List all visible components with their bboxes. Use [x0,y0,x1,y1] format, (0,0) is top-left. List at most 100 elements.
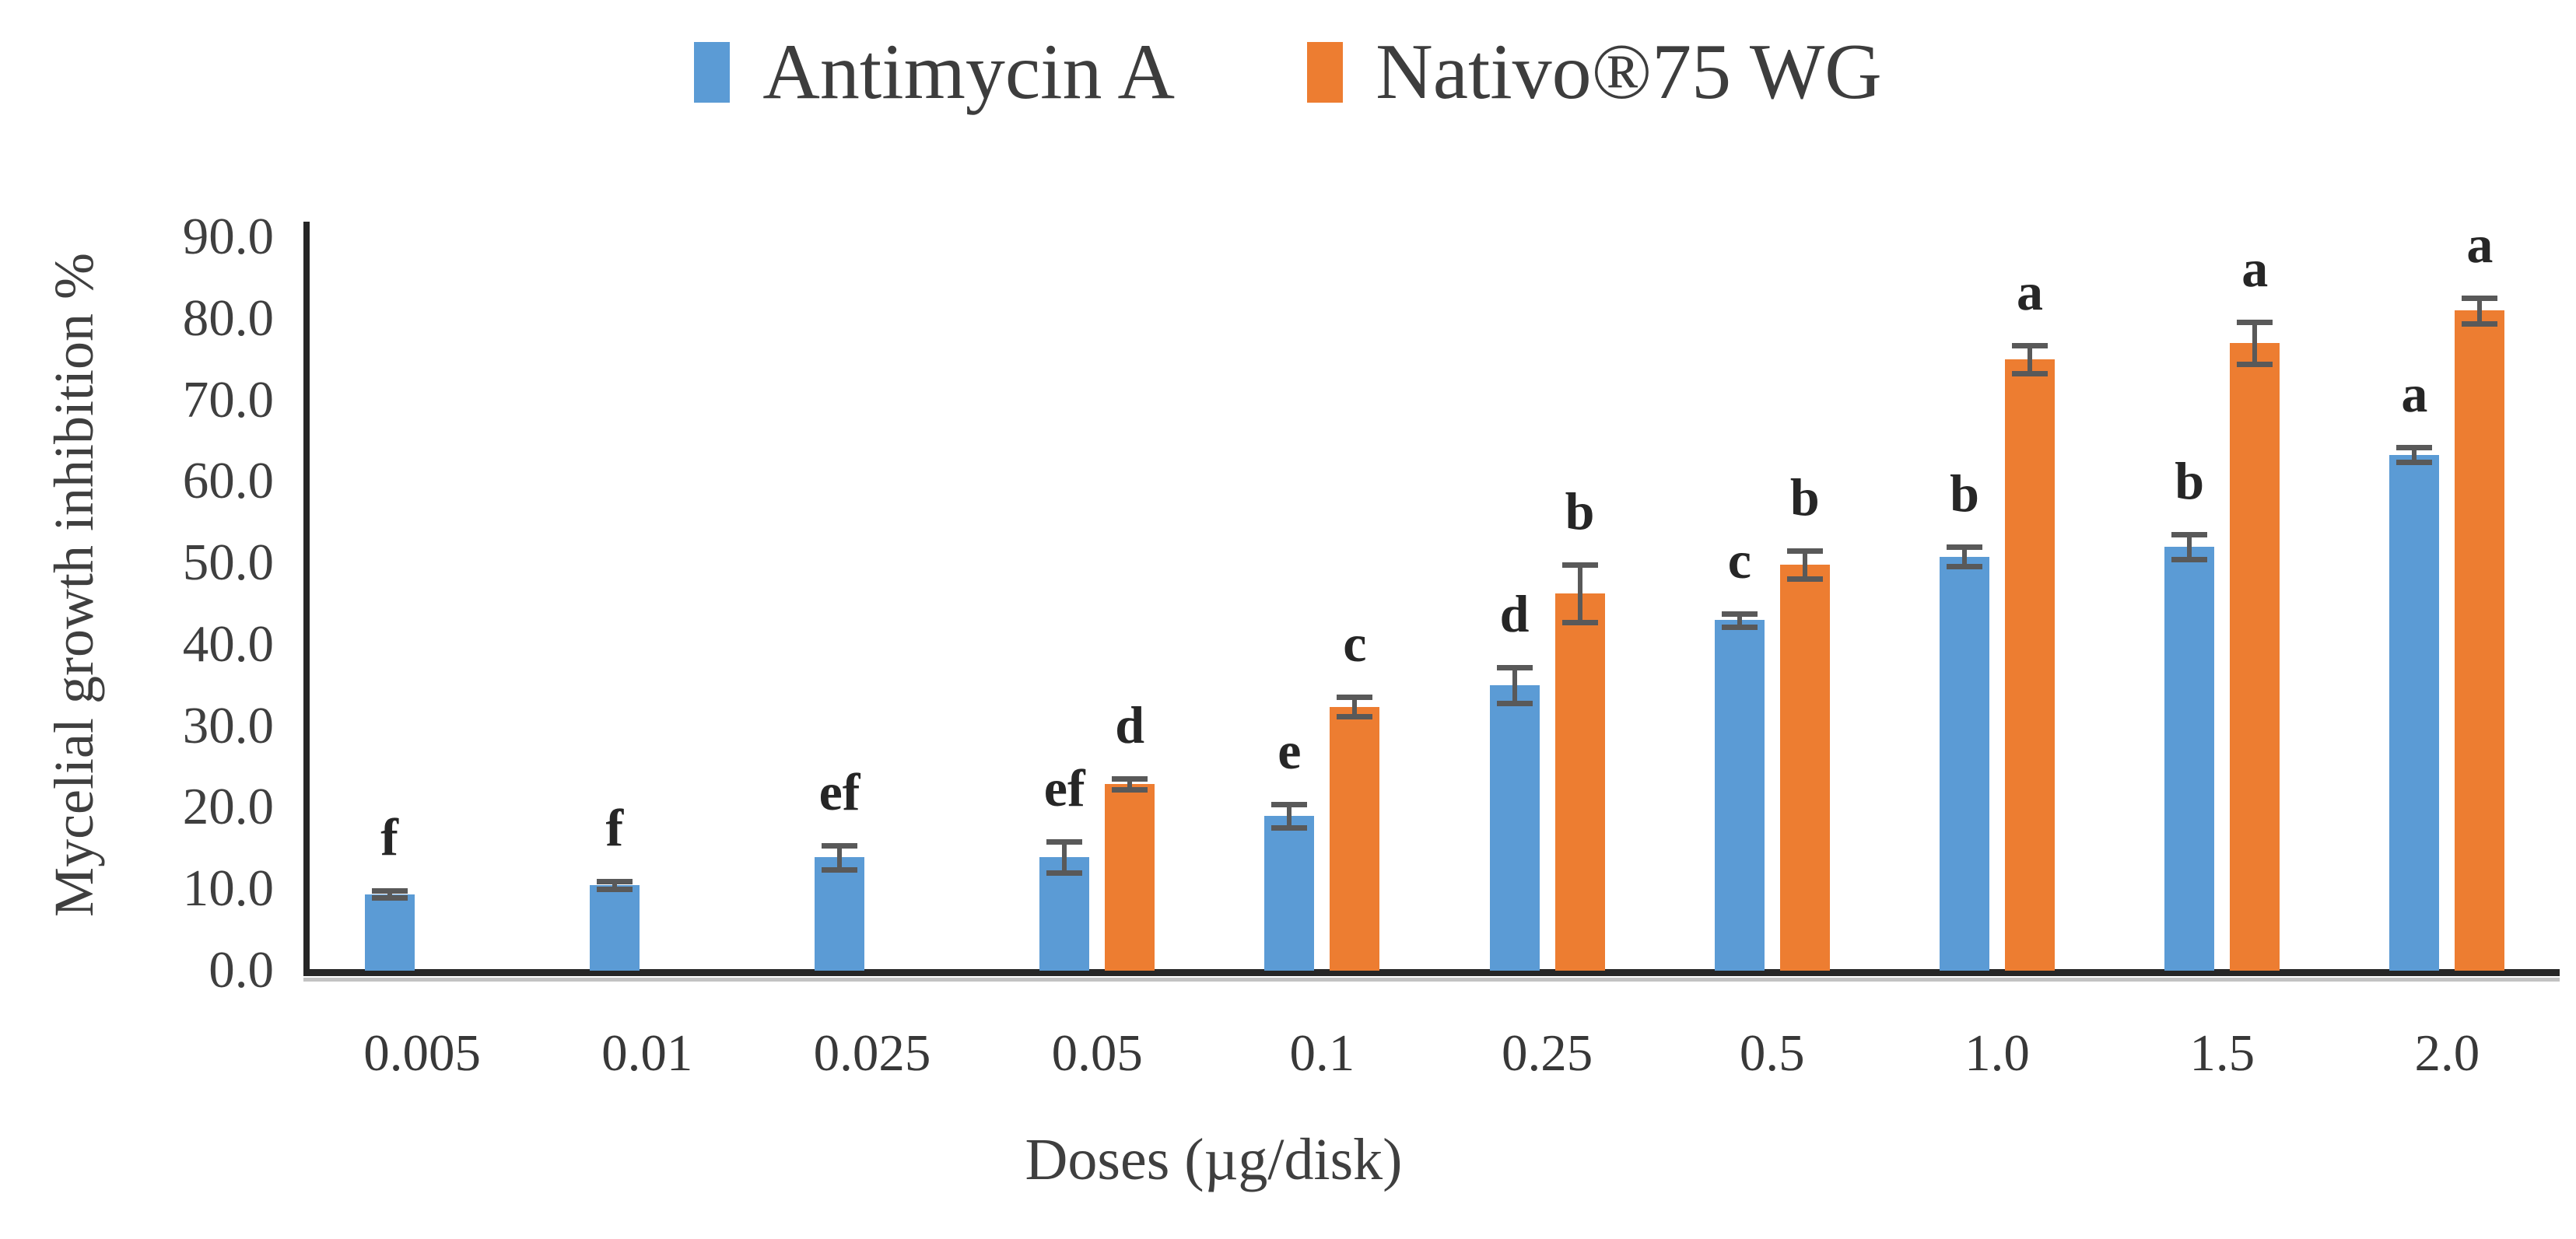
y-tick-label: 10.0 [182,859,274,918]
error-bar-stem [837,845,842,870]
error-bar-cap-top [1496,665,1533,671]
x-tick-label: 0.5 [1739,1024,1805,1082]
error-bar-cap-bottom [1721,624,1758,630]
error-bar-stem [1802,551,1807,579]
error-bar-cap-top [1337,694,1373,700]
error-bar-stem [387,891,392,898]
significance-letter: a [2241,238,2269,298]
bar-antimycin-0.025 [815,857,864,971]
bar-nativo-0.25 [1554,593,1605,971]
x-tick-label: 0.25 [1501,1024,1593,1082]
y-tick-label: 20.0 [182,778,274,836]
error-bar-cap-bottom [371,894,408,901]
error-bar-cap-top [2462,295,2498,301]
error-bar-cap-top [1721,611,1758,618]
significance-letter: b [1789,467,1820,527]
error-bar-cap-top [1786,548,1823,555]
legend-swatch-nativo [1307,42,1344,103]
significance-letter: d [1499,584,1530,644]
error-bar-cap-bottom [2171,556,2208,562]
significance-letter: b [2175,451,2205,511]
x-tick-label: 0.005 [363,1024,481,1082]
bar-antimycin-0.05 [1039,857,1090,971]
significance-letter: a [2466,214,2494,274]
bar-antimycin-0.005 [364,894,415,971]
significance-letter: b [1565,481,1595,541]
bar-antimycin-0.25 [1489,685,1540,971]
error-bar-cap-bottom [1786,576,1823,583]
bar-antimycin-1.5 [2164,547,2215,971]
significance-letter: c [1727,530,1751,590]
x-axis-line [303,969,2560,976]
error-bar-stem [1962,547,1967,567]
legend-swatch-antimycin-a [694,42,731,103]
error-bar-stem [2028,345,2032,373]
bar-nativo-0.05 [1105,784,1155,971]
error-bar-cap-bottom [2396,460,2433,466]
error-bar-cap-top [596,878,633,884]
legend-item-antimycin-a: Antimycin A [694,33,1175,112]
y-tick-label: 40.0 [182,614,274,673]
error-bar-cap-bottom [1046,870,1083,877]
x-tick-label: 0.05 [1051,1024,1143,1082]
y-tick-label: 80.0 [182,289,274,347]
x-tick-label: 1.0 [1964,1024,2030,1082]
error-bar-cap-bottom [2237,362,2273,368]
error-bar-stem [1577,565,1582,622]
error-bar-cap-bottom [2012,371,2048,376]
error-bar-stem [1352,696,1358,717]
x-tick-label: 0.025 [813,1024,931,1082]
error-bar-cap-bottom [1112,787,1148,793]
error-bar-cap-bottom [1337,714,1373,720]
error-bar-stem [2477,297,2483,324]
error-bar-cap-top [1947,544,1982,551]
x-axis-shadow [303,978,2560,982]
error-bar-cap-top [2012,343,2048,349]
x-tick-label: 2.0 [2414,1024,2480,1082]
bar-antimycin-0.5 [1714,620,1765,971]
error-bar-cap-top [1046,839,1083,845]
error-bar-cap-top [822,842,857,849]
error-bar-cap-top [1561,562,1598,569]
significance-letter: f [605,797,624,857]
significance-letter: f [380,807,398,867]
bar-antimycin-0.1 [1264,815,1315,971]
legend-label-nativo: Nativo®75 WG [1376,28,1882,116]
error-bar-stem [612,880,617,890]
error-bar-cap-top [2396,445,2433,451]
significance-letter: e [1277,721,1302,781]
bar-nativo-0.5 [1779,565,1830,971]
bar-antimycin-0.01 [589,885,640,971]
error-bar-cap-bottom [1561,619,1598,625]
y-tick-label: 60.0 [182,452,274,510]
significance-letter: ef [1043,758,1085,818]
error-bar-stem [1127,778,1133,790]
error-bar-cap-bottom [596,887,633,893]
error-bar-stem [1287,804,1292,828]
error-bar-stem [2252,321,2258,365]
error-bar-stem [2412,447,2417,463]
y-tick-label: 90.0 [182,207,274,265]
error-bar-cap-top [2237,319,2273,325]
error-bar-cap-bottom [2462,321,2498,327]
error-bar-stem [1062,842,1067,873]
legend-label-antimycin-a: Antimycin A [762,28,1176,116]
bar-nativo-2.0 [2455,310,2505,971]
error-bar-cap-bottom [822,867,857,873]
x-tick-label: 0.1 [1289,1024,1355,1082]
significance-letter: c [1343,613,1367,673]
error-bar-cap-top [371,888,408,894]
error-bar-cap-top [1112,775,1148,782]
error-bar-stem [1512,667,1517,704]
significance-letter: b [1950,464,1979,523]
error-bar-cap-bottom [1271,824,1308,831]
bar-antimycin-2.0 [2389,454,2440,971]
y-tick-label: 0.0 [209,941,274,999]
x-tick-label: 0.01 [601,1024,693,1082]
bar-nativo-1.5 [2230,343,2280,971]
significance-letter: a [2017,262,2043,322]
bar-antimycin-1.0 [1940,556,1989,971]
significance-letter: ef [818,761,860,821]
y-tick-label: 50.0 [182,534,274,592]
